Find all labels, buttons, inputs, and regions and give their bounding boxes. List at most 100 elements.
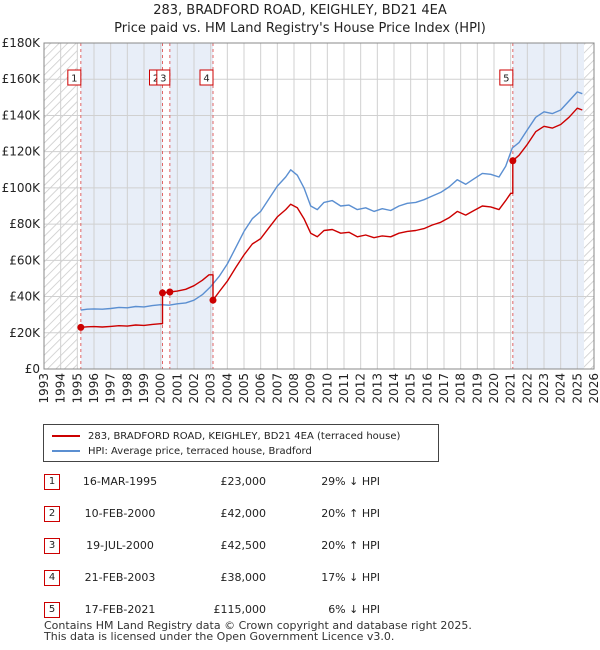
x-tick-label: 1996 — [87, 373, 101, 404]
sale-number-label: 3 — [160, 74, 166, 85]
y-tick-label: £160K — [2, 72, 42, 86]
shaded-range — [169, 43, 213, 369]
x-tick-label: 2015 — [404, 373, 418, 404]
x-tick-label: 2021 — [504, 373, 518, 404]
table-row: 3 19-JUL-2000 £42,500 20% ↑ HPI — [44, 538, 444, 554]
property-legend-label: 283, BRADFORD ROAD, KEIGHLEY, BD21 4EA (… — [88, 430, 401, 442]
property-legend-swatch — [52, 435, 80, 437]
y-tick-label: £0 — [25, 362, 40, 376]
transaction-price: £38,000 — [220, 571, 267, 584]
chart-subtitle: Price paid vs. HM Land Registry's House … — [114, 21, 486, 36]
transaction-hpi: 20% ↑ HPI — [321, 507, 380, 520]
x-tick-label: 2024 — [554, 373, 568, 404]
sale-number-label: 4 — [203, 74, 209, 85]
sale-number-box — [156, 69, 171, 86]
y-tick-label: £180K — [2, 36, 42, 50]
transaction-hpi: 20% ↑ HPI — [321, 539, 380, 552]
x-tick-label: 1995 — [70, 373, 84, 404]
x-tick-label: 2023 — [537, 373, 551, 404]
table-row: 4 21-FEB-2003 £38,000 17% ↓ HPI — [44, 570, 444, 586]
transaction-number: 1 — [44, 474, 60, 490]
transaction-hpi: 29% ↓ HPI — [321, 475, 380, 488]
hpi-legend-label: HPI: Average price, terraced house, Brad… — [88, 445, 312, 457]
footer-copyright: Contains HM Land Registry data © Crown c… — [44, 619, 472, 632]
chart-legend: 283, BRADFORD ROAD, KEIGHLEY, BD21 4EA (… — [43, 424, 439, 462]
table-row: 1 16-MAR-1995 £23,000 29% ↓ HPI — [44, 474, 444, 490]
transaction-date: 17-FEB-2021 — [84, 603, 156, 616]
transaction-date: 21-FEB-2003 — [84, 571, 156, 584]
plot-frame — [43, 42, 595, 370]
transaction-number: 2 — [44, 506, 60, 522]
x-tick-label: 2003 — [204, 373, 218, 404]
price-chart: 1 2 3 4 5£0£20K£40K£60K£80K£100K£120K£140K£1… — [2, 36, 600, 404]
chart-title: 283, BRADFORD ROAD, KEIGHLEY, BD21 4EA — [153, 3, 447, 18]
transaction-number: 3 — [44, 538, 60, 554]
y-tick-label: £100K — [2, 181, 42, 195]
x-tick-label: 2004 — [220, 373, 234, 404]
table-row: 2 10-FEB-2000 £42,000 20% ↑ HPI — [44, 506, 444, 522]
x-tick-label: 2000 — [154, 373, 168, 404]
y-tick-label: £120K — [2, 145, 42, 159]
transaction-price: £23,000 — [220, 475, 267, 488]
x-tick-label: 2008 — [287, 373, 301, 404]
transaction-date: 19-JUL-2000 — [86, 539, 154, 552]
sale-number-box — [67, 69, 82, 86]
property-price-line — [80, 107, 583, 328]
transaction-date: 16-MAR-1995 — [82, 475, 158, 488]
sale-number-label: 2 — [153, 74, 159, 85]
x-tick-label: 2009 — [304, 373, 318, 404]
y-tick-label: £80K — [9, 217, 41, 231]
sale-number-label: 5 — [503, 74, 509, 85]
x-tick-label: 1998 — [120, 373, 134, 404]
hatched-range — [584, 43, 594, 369]
x-tick-label: 2026 — [587, 373, 600, 404]
y-tick-label: £140K — [2, 108, 42, 122]
sale-point — [77, 323, 85, 331]
y-tick-label: £20K — [9, 326, 41, 340]
transaction-price: £42,500 — [220, 539, 267, 552]
x-tick-label: 2016 — [420, 373, 434, 404]
shaded-range — [512, 43, 584, 369]
sale-number-label: 1 — [71, 74, 77, 85]
x-tick-label: 1994 — [54, 373, 68, 404]
x-tick-label: 2001 — [170, 373, 184, 404]
x-tick-label: 2006 — [254, 373, 268, 404]
transaction-price: £115,000 — [213, 603, 267, 616]
x-tick-label: 2019 — [470, 373, 484, 404]
hpi-line — [80, 91, 583, 311]
x-tick-label: 2010 — [320, 373, 334, 404]
sale-point — [509, 157, 517, 165]
x-tick-label: 2017 — [437, 373, 451, 404]
sale-number-box — [499, 69, 514, 86]
x-tick-label: 2018 — [454, 373, 468, 404]
transaction-price: £42,000 — [220, 507, 267, 520]
sale-number-box — [199, 69, 214, 86]
x-tick-label: 1999 — [137, 373, 151, 404]
x-tick-label: 1993 — [37, 373, 51, 404]
x-tick-label: 2007 — [270, 373, 284, 404]
x-tick-label: 2013 — [370, 373, 384, 404]
x-tick-label: 2011 — [337, 373, 351, 404]
y-tick-label: £40K — [9, 290, 41, 304]
x-tick-label: 2012 — [354, 373, 368, 404]
x-tick-label: 2014 — [387, 373, 401, 404]
transaction-number: 4 — [44, 570, 60, 586]
x-tick-label: 2025 — [570, 373, 584, 404]
x-tick-label: 2002 — [187, 373, 201, 404]
table-row: 5 17-FEB-2021 £115,000 6% ↓ HPI — [44, 602, 444, 618]
transaction-hpi: 6% ↓ HPI — [328, 603, 380, 616]
y-tick-label: £60K — [9, 253, 41, 267]
sale-point — [166, 288, 174, 296]
sale-point — [159, 289, 166, 297]
x-tick-label: 2022 — [520, 373, 534, 404]
x-tick-label: 2020 — [487, 373, 501, 404]
transaction-date: 10-FEB-2000 — [84, 507, 156, 520]
transaction-hpi: 17% ↓ HPI — [321, 571, 380, 584]
shaded-range — [80, 43, 163, 369]
footer-licence: This data is licensed under the Open Gov… — [44, 630, 395, 643]
transaction-number: 5 — [44, 602, 60, 618]
sale-point — [209, 296, 217, 304]
x-tick-label: 1997 — [104, 373, 118, 404]
x-tick-label: 2005 — [237, 373, 251, 404]
hpi-legend-swatch — [52, 450, 80, 452]
